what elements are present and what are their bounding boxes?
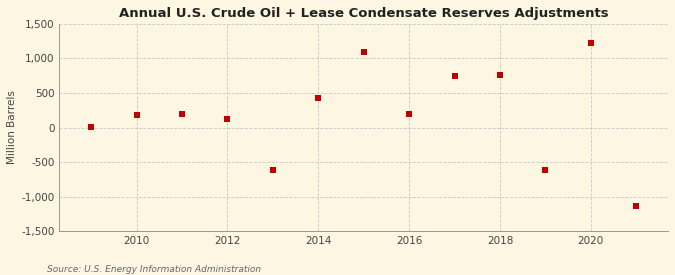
Point	[631, 204, 642, 208]
Point	[222, 116, 233, 121]
Point	[177, 112, 188, 116]
Point	[449, 73, 460, 78]
Point	[86, 125, 97, 129]
Point	[313, 96, 324, 100]
Title: Annual U.S. Crude Oil + Lease Condensate Reserves Adjustments: Annual U.S. Crude Oil + Lease Condensate…	[119, 7, 609, 20]
Text: Source: U.S. Energy Information Administration: Source: U.S. Energy Information Administ…	[47, 265, 261, 274]
Point	[131, 113, 142, 118]
Point	[358, 49, 369, 54]
Y-axis label: Million Barrels: Million Barrels	[7, 90, 17, 164]
Point	[495, 73, 506, 77]
Point	[267, 168, 278, 173]
Point	[404, 112, 414, 116]
Point	[540, 168, 551, 173]
Point	[585, 40, 596, 45]
